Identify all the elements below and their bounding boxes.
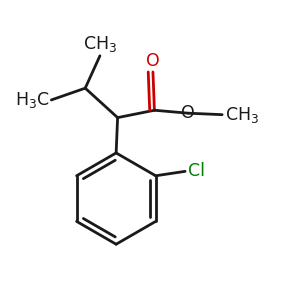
Text: H$_3$C: H$_3$C xyxy=(15,90,50,110)
Text: Cl: Cl xyxy=(188,162,205,180)
Text: O: O xyxy=(182,104,195,122)
Text: O: O xyxy=(146,52,160,70)
Text: CH$_3$: CH$_3$ xyxy=(83,34,117,54)
Text: CH$_3$: CH$_3$ xyxy=(225,105,259,125)
